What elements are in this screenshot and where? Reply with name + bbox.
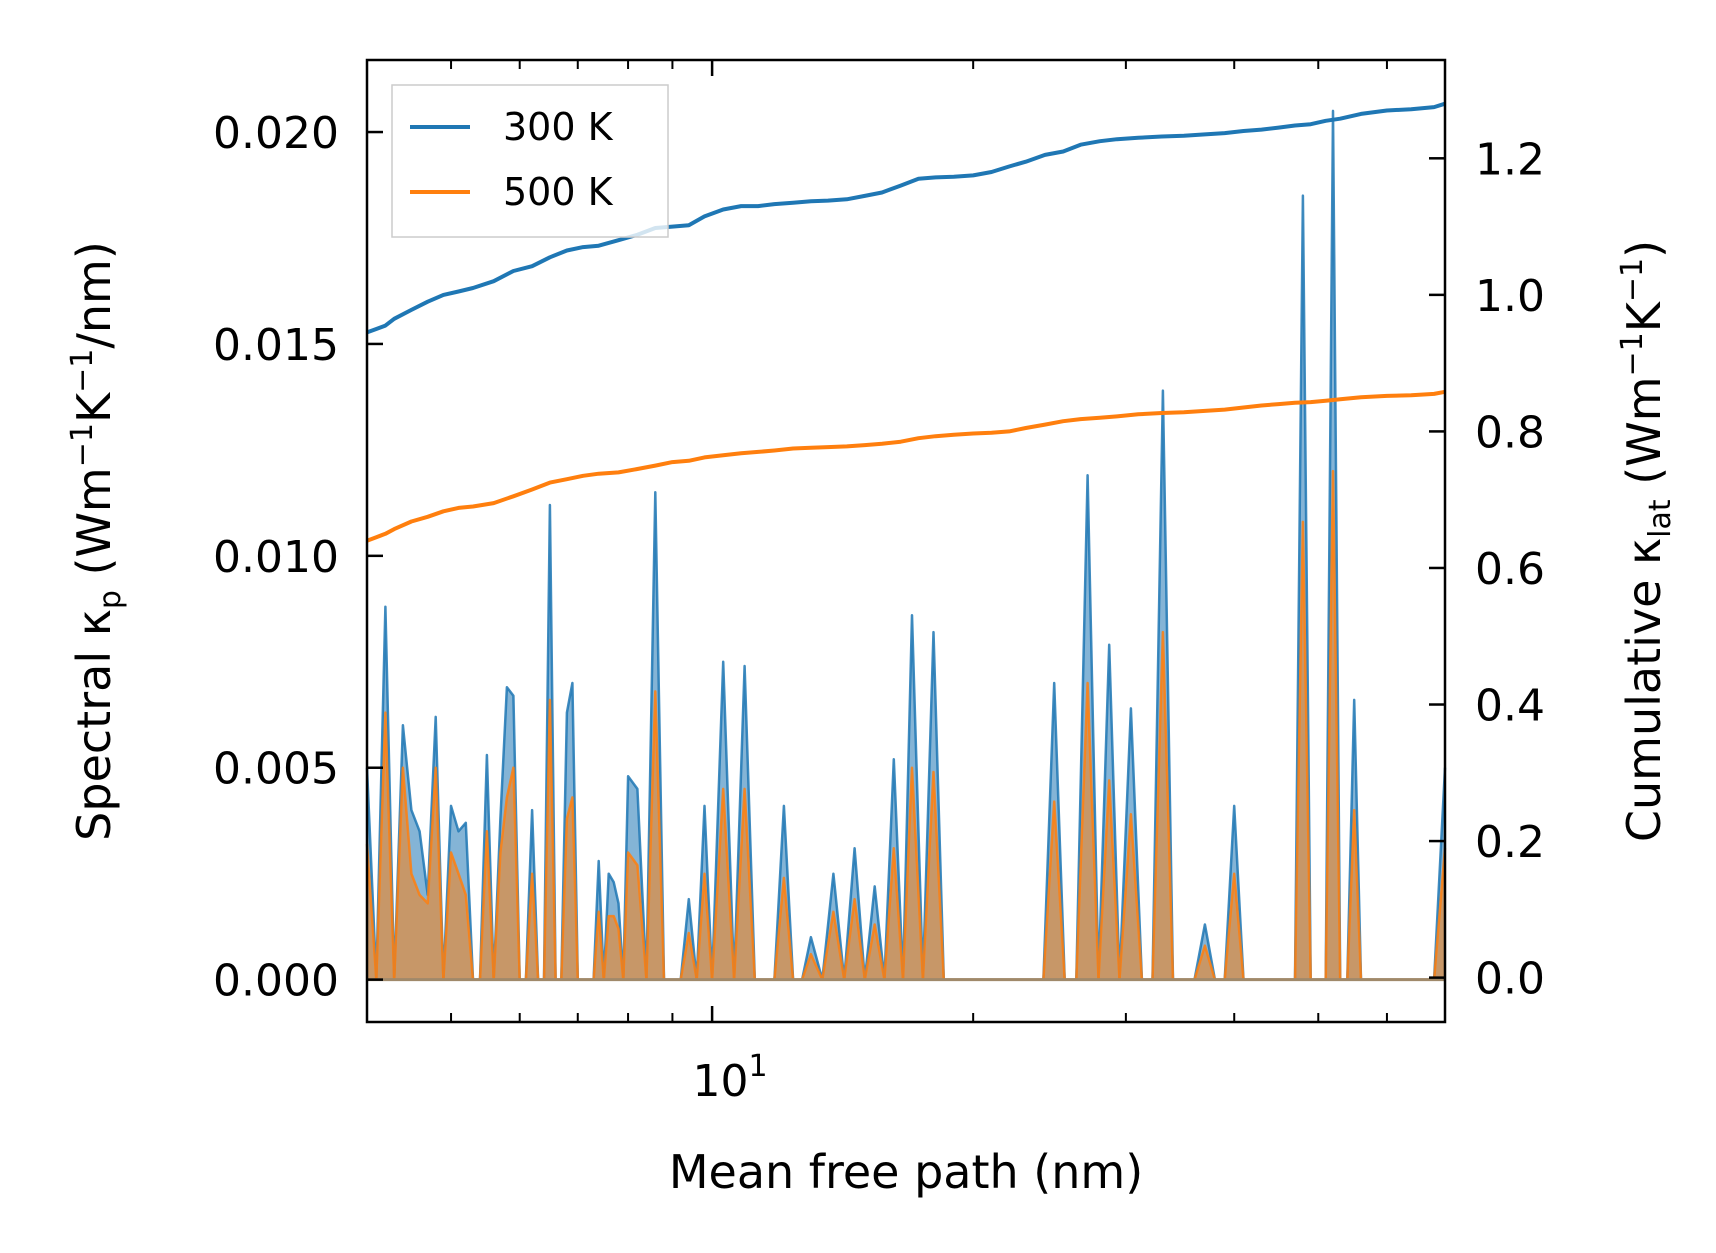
- line-500-k-cumulative: [366, 389, 1446, 543]
- right-axis-title: Cumulative κlat (Wm−1K−1): [1615, 240, 1678, 842]
- left-axis-title: Spectral κp (Wm−1K−1/nm): [65, 241, 128, 841]
- fill-500-k-spectral: [367, 471, 1445, 980]
- left-tick-label-0.000: 0.000: [213, 956, 339, 1007]
- right-label-prefix: Cumulative κ: [1617, 538, 1671, 842]
- right-label-sub: lat: [1643, 499, 1678, 538]
- left-label-units-open: (Wm: [67, 467, 121, 590]
- left-tick-label-0.015: 0.015: [213, 320, 339, 371]
- right-label-mid: K: [1617, 300, 1671, 332]
- left-tick-label-0.010: 0.010: [213, 532, 339, 583]
- right-label-sup1: −1: [1615, 332, 1650, 376]
- right-tick-label-0.2: 0.2: [1475, 817, 1545, 868]
- line-300-k-spectral: [365, 109, 1447, 981]
- right-tick-label-0.6: 0.6: [1475, 544, 1545, 595]
- legend-box: [391, 84, 669, 238]
- x-axis-title: Mean free path (nm): [669, 1145, 1143, 1199]
- left-label-sub: p: [93, 590, 128, 609]
- left-label-mid: K: [67, 391, 121, 423]
- right-label-sup2: −1: [1615, 258, 1650, 302]
- axis-ticks: [366, 60, 1446, 1022]
- right-label-units-close: ): [1617, 240, 1671, 258]
- right-label-units-open: (Wm: [1617, 376, 1671, 499]
- right-tick-label-0.4: 0.4: [1475, 681, 1545, 732]
- right-tick-label-1.0: 1.0: [1475, 271, 1545, 322]
- legend-label-300k: 300 K: [503, 105, 614, 149]
- x-tick-label-10: 101: [692, 1049, 767, 1107]
- left-tick-label-0.020: 0.020: [213, 108, 339, 159]
- spectral-fill-areas: [365, 109, 1447, 982]
- x-tick-exp: 1: [748, 1049, 767, 1084]
- left-tick-label-0.005: 0.005: [213, 744, 339, 795]
- left-label-sup2: −1: [65, 349, 100, 393]
- plot-frame: [365, 58, 1447, 1024]
- left-label-sup1: −1: [65, 423, 100, 467]
- left-label-prefix: Spectral κ: [67, 609, 121, 841]
- right-tick-label-0.8: 0.8: [1475, 407, 1545, 458]
- left-label-units-close: /nm): [67, 241, 121, 348]
- right-tick-label-0.0: 0.0: [1475, 954, 1545, 1005]
- x-tick-base: 10: [692, 1056, 748, 1107]
- line-300-k-cumulative: [366, 101, 1446, 335]
- right-tick-label-1.2: 1.2: [1475, 134, 1545, 185]
- legend-label-500k: 500 K: [503, 170, 614, 214]
- legend: 300 K 500 K: [391, 84, 669, 238]
- series-lines: [366, 101, 1446, 543]
